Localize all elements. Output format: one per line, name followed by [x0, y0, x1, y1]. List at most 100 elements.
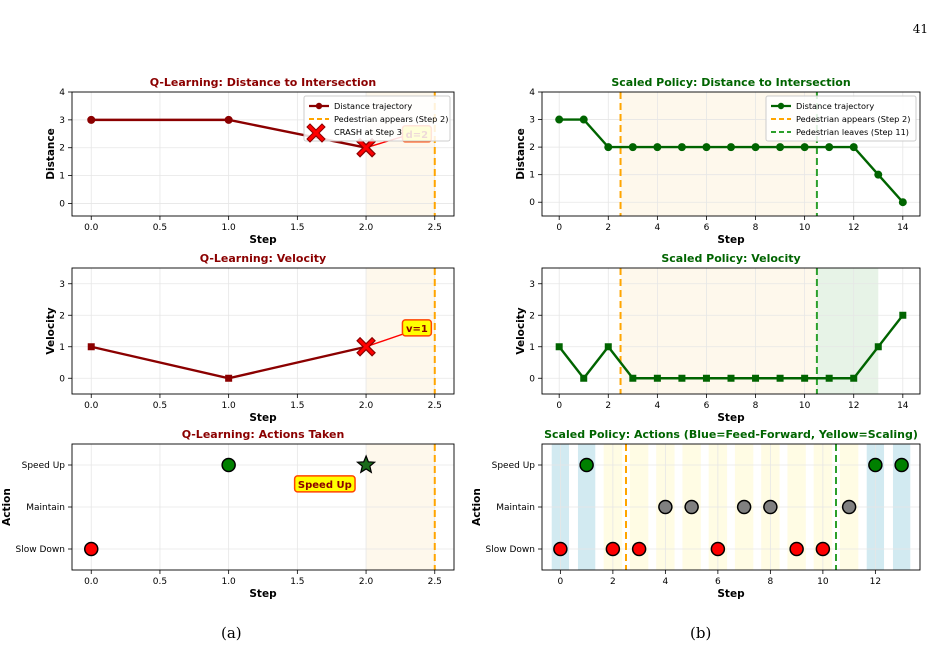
action-point	[841, 499, 857, 515]
chart-title: Scaled Policy: Actions (Blue=Feed-Forwar…	[544, 428, 918, 441]
chart-title: Scaled Policy: Velocity	[661, 252, 800, 265]
shaded-region	[816, 268, 879, 394]
chart-title: Q-Learning: Velocity	[200, 252, 326, 265]
data-point	[898, 198, 907, 207]
action-point	[684, 499, 699, 515]
x-tick-label: 12	[870, 577, 881, 587]
action-point	[631, 541, 647, 557]
x-axis-label: Step	[717, 588, 745, 600]
x-tick-label: 0.5	[153, 577, 167, 587]
x-tick-label: 10	[799, 401, 811, 411]
x-tick-label: 2.5	[428, 577, 442, 587]
action-point	[658, 499, 673, 515]
x-axis-label: Step	[249, 234, 277, 246]
y-tick-label: 3	[529, 280, 535, 290]
legend: Distance trajectory Pedestrian appears (S…	[303, 95, 451, 143]
x-tick-label: 0.0	[84, 577, 99, 587]
y-tick-label: 0	[59, 374, 65, 384]
data-point	[555, 343, 563, 351]
y-tick-label: 4	[529, 88, 535, 98]
x-tick-label: 0	[558, 577, 564, 587]
legend-label: Distance trajectory	[334, 101, 412, 111]
data-point	[751, 143, 760, 152]
data-point	[702, 143, 711, 152]
caption-b: (b)	[690, 624, 712, 642]
x-tick-label: 2.0	[359, 577, 374, 587]
shaded-region	[620, 268, 817, 394]
chart-title: Q-Learning: Distance to Intersection	[150, 76, 376, 89]
data-point	[752, 374, 760, 382]
action-point	[83, 541, 99, 557]
x-tick-label: 2.0	[359, 401, 374, 411]
y-axis-label: Velocity	[45, 307, 57, 354]
annotation-box	[293, 475, 356, 493]
legend-label: Pedestrian appears (Step 2)	[334, 114, 448, 124]
data-point	[850, 374, 858, 382]
x-axis-label: Step	[249, 412, 277, 424]
x-tick-label: 14	[897, 401, 909, 411]
y-tick-label: 2	[59, 144, 65, 154]
x-tick-label: 1.5	[290, 401, 304, 411]
data-point	[224, 115, 233, 124]
y-tick-label: 4	[59, 88, 65, 98]
x-tick-label: 1.0	[221, 401, 236, 411]
data-point	[604, 143, 613, 152]
y-tick-label: 2	[529, 311, 535, 321]
x-tick-label: 1.0	[221, 577, 236, 587]
data-point	[87, 115, 96, 124]
crash-x-marker	[356, 336, 376, 357]
axes-frame	[541, 267, 921, 395]
star-marker	[355, 454, 377, 474]
legend-box	[303, 95, 451, 142]
x-tick-label: 2	[605, 223, 611, 233]
axes-frame	[71, 91, 455, 217]
action-point	[579, 457, 594, 473]
data-point	[727, 143, 735, 152]
legend-swatch-marker	[315, 102, 323, 110]
data-point	[874, 343, 882, 351]
data-point	[727, 374, 735, 382]
y-tick-label: Slow Down	[16, 545, 65, 555]
data-point	[579, 115, 588, 124]
y-tick-label: 0	[529, 374, 535, 384]
x-tick-label: 10	[817, 577, 829, 587]
y-tick-label: 3	[59, 280, 65, 290]
annotation-box	[401, 319, 433, 337]
action-point	[815, 541, 831, 557]
data-point	[849, 143, 858, 152]
action-point	[894, 457, 909, 473]
y-tick-label: 1	[59, 172, 65, 182]
y-tick-label: Speed Up	[22, 461, 66, 471]
y-axis-label: Action	[471, 488, 483, 526]
y-axis-label: Distance	[45, 128, 57, 180]
y-tick-label: 3	[59, 116, 65, 126]
legend: Distance trajectory Pedestrian appears (S…	[765, 95, 917, 142]
data-point	[702, 374, 710, 382]
y-tick-label: 0	[59, 199, 65, 209]
data-point	[653, 374, 661, 382]
x-tick-label: 14	[897, 223, 909, 233]
y-axis-label: Distance	[515, 128, 527, 180]
y-tick-label: 1	[59, 343, 65, 353]
y-tick-label: Slow Down	[486, 545, 535, 555]
x-tick-label: 8	[753, 223, 759, 233]
x-tick-label: 4	[654, 401, 660, 411]
legend-label: Pedestrian leaves (Step 11)	[796, 127, 909, 137]
y-axis-label: Action	[1, 488, 13, 526]
x-tick-label: 0	[556, 223, 562, 233]
y-tick-label: 1	[529, 343, 535, 353]
y-tick-label: 2	[529, 143, 535, 153]
x-tick-label: 4	[663, 577, 669, 587]
x-tick-label: 4	[654, 223, 660, 233]
annotation-text: v=1	[406, 324, 428, 335]
action-point	[868, 457, 883, 473]
plot-area	[72, 444, 454, 570]
x-tick-label: 8	[768, 577, 774, 587]
data-point	[225, 374, 233, 382]
data-point	[800, 143, 809, 152]
chart-title: Scaled Policy: Distance to Intersection	[611, 76, 850, 89]
legend-label: CRASH at Step 3	[334, 127, 402, 137]
action-point	[221, 457, 236, 473]
x-tick-label: 6	[704, 223, 710, 233]
